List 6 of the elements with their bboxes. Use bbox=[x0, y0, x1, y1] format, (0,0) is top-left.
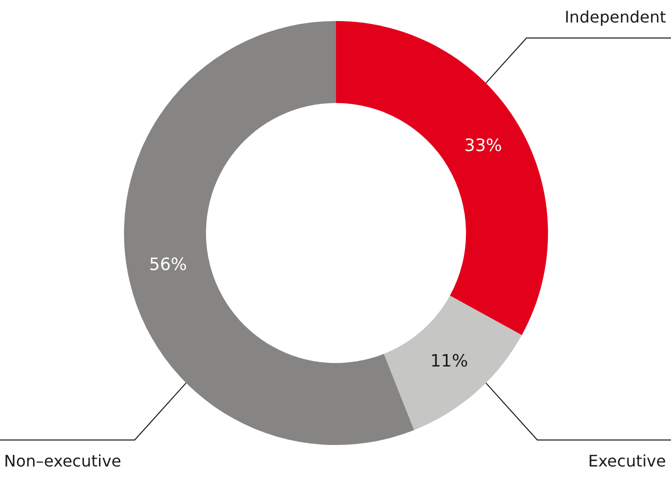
slice-label: Non–executive bbox=[4, 452, 122, 470]
data-label: 33% bbox=[464, 136, 502, 156]
data-label: 56% bbox=[149, 255, 187, 276]
slice-label: Executive bbox=[588, 452, 666, 470]
data-label: 11% bbox=[430, 351, 468, 372]
slice-label: Independent bbox=[564, 8, 666, 26]
